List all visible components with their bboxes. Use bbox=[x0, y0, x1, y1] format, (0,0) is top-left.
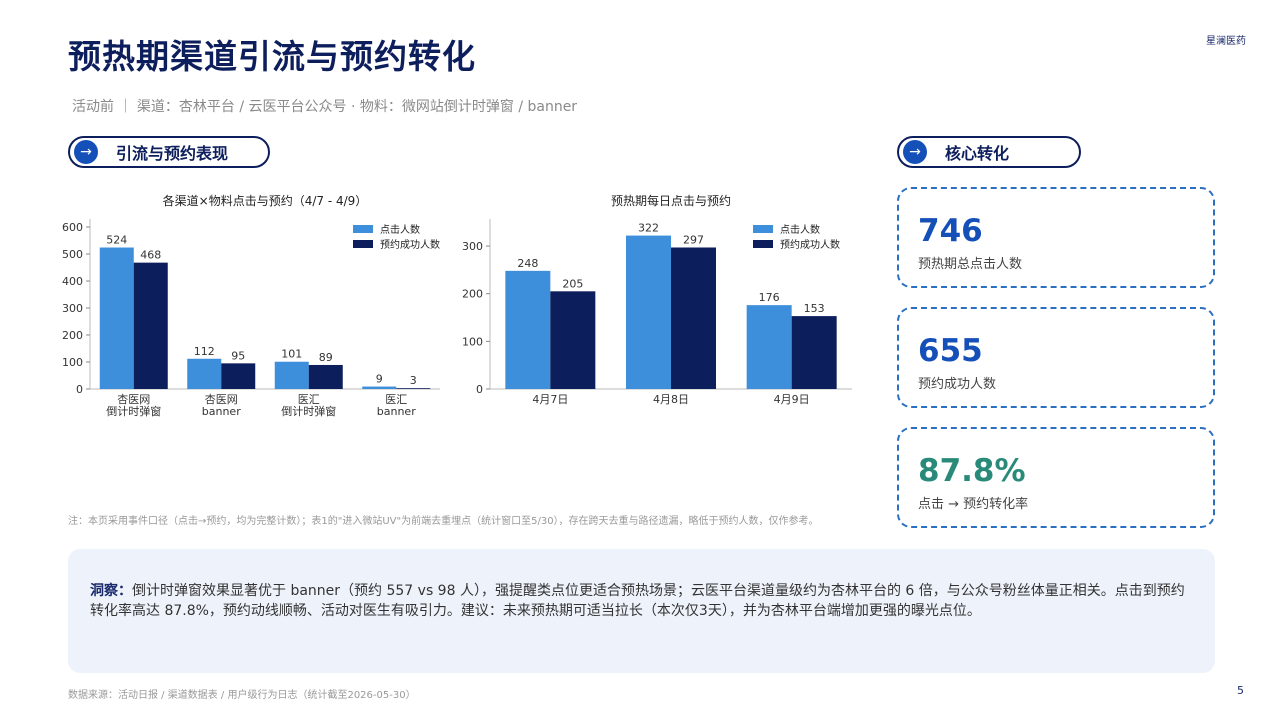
chart-daily: 预热期每日点击与预约 0 100 200 300 248 205 4月7日 322 297 4月8日… bbox=[462, 193, 852, 406]
arrow-right-icon: → bbox=[74, 140, 98, 164]
x-tick-label: 杏医网 bbox=[117, 393, 150, 406]
footnote: 注：本页采用事件口径（点击→预约，均为完整计数）；表1的"进入微站UV"为前端去… bbox=[68, 516, 819, 527]
bar-clicks bbox=[626, 235, 671, 389]
kpi-card-total-clicks: 746 预热期总点击人数 bbox=[897, 187, 1215, 288]
arrow-right-icon: → bbox=[903, 140, 927, 164]
x-tick-label: 4月7日 bbox=[532, 393, 568, 406]
y-tick-label: 100 bbox=[462, 335, 483, 348]
data-label: 101 bbox=[281, 348, 302, 361]
section-header-conversion: → 核心转化 bbox=[897, 136, 1081, 168]
data-label: 112 bbox=[194, 345, 215, 358]
y-tick-label: 200 bbox=[462, 288, 483, 301]
y-tick-label: 600 bbox=[62, 221, 83, 234]
y-tick-label: 0 bbox=[476, 383, 483, 396]
kpi-card-conversion-rate: 87.8% 点击 → 预约转化率 bbox=[897, 427, 1215, 528]
x-tick-label: 4月8日 bbox=[653, 393, 689, 406]
bar-bookings bbox=[221, 363, 256, 389]
x-tick-label: 4月9日 bbox=[774, 393, 810, 406]
bar-bookings bbox=[671, 247, 716, 389]
x-tick-label: banner bbox=[377, 405, 416, 418]
insight-box: 洞察：倒计时弹窗效果显著优于 banner（预约 557 vs 98 人），强提… bbox=[68, 549, 1215, 673]
bar-clicks bbox=[505, 270, 551, 389]
page-subtitle: 活动前 ｜ 渠道：杏林平台 / 云医平台公众号 · 物料：微网站倒计时弹窗 / … bbox=[72, 99, 578, 115]
chart-title: 预热期每日点击与预约 bbox=[611, 193, 731, 208]
insight-label: 洞察： bbox=[90, 583, 132, 599]
bar-clicks bbox=[99, 247, 134, 389]
x-tick-label: 杏医网 bbox=[205, 393, 238, 406]
legend-label: 预约成功人数 bbox=[380, 238, 440, 251]
y-tick-label: 100 bbox=[62, 356, 83, 369]
x-tick-label: banner bbox=[202, 405, 241, 418]
legend-label: 预约成功人数 bbox=[780, 238, 840, 251]
kpi-value: 87.8% bbox=[918, 453, 1026, 489]
section-label: 引流与预约表现 bbox=[116, 144, 229, 163]
legend-swatch bbox=[753, 240, 773, 248]
kpi-label: 预约成功人数 bbox=[918, 377, 997, 392]
data-label: 297 bbox=[683, 233, 704, 246]
data-label: 9 bbox=[376, 373, 383, 386]
data-label: 468 bbox=[140, 249, 161, 262]
kpi-label: 预热期总点击人数 bbox=[918, 257, 1023, 272]
legend-swatch bbox=[753, 225, 773, 233]
bar-clicks bbox=[187, 358, 222, 389]
x-tick-label: 倒计时弹窗 bbox=[106, 404, 161, 418]
chart-title: 各渠道×物料点击与预约（4/7 - 4/9） bbox=[163, 193, 368, 208]
bar-bookings bbox=[133, 262, 168, 389]
bar-clicks bbox=[274, 361, 309, 389]
y-tick-label: 200 bbox=[62, 329, 83, 342]
page-number: 5 bbox=[1237, 684, 1244, 697]
data-source: 数据来源：活动日报 / 渠道数据表 / 用户级行为日志（统计截至2026-05-… bbox=[68, 690, 416, 701]
legend-label: 点击人数 bbox=[780, 223, 820, 236]
legend-label: 点击人数 bbox=[380, 223, 420, 236]
insight-text: 倒计时弹窗效果显著优于 banner（预约 557 vs 98 人），强提醒类点… bbox=[90, 583, 1185, 619]
bar-clicks bbox=[362, 386, 397, 389]
x-tick-label: 医汇 bbox=[298, 393, 320, 406]
y-tick-label: 300 bbox=[62, 302, 83, 315]
bar-clicks bbox=[746, 305, 792, 389]
kpi-value: 655 bbox=[918, 333, 983, 369]
data-label: 95 bbox=[231, 349, 245, 362]
data-label: 205 bbox=[562, 277, 583, 290]
section-label: 核心转化 bbox=[945, 144, 1010, 163]
data-label: 524 bbox=[106, 234, 127, 247]
page-title: 预热期渠道引流与预约转化 bbox=[68, 37, 476, 76]
y-tick-label: 400 bbox=[62, 275, 83, 288]
x-tick-label: 倒计时弹窗 bbox=[281, 404, 336, 418]
y-tick-label: 0 bbox=[76, 383, 83, 396]
data-label: 176 bbox=[759, 291, 780, 304]
bar-bookings bbox=[396, 388, 431, 389]
data-label: 248 bbox=[517, 257, 538, 270]
data-label: 89 bbox=[319, 351, 333, 364]
y-tick-label: 300 bbox=[462, 240, 483, 253]
kpi-card-bookings: 655 预约成功人数 bbox=[897, 307, 1215, 408]
data-label: 322 bbox=[638, 222, 659, 235]
brand-label: 星澜医药 bbox=[1206, 36, 1246, 47]
chart-channel-material: 各渠道×物料点击与预约（4/7 - 4/9） 0 100 200 300 400 500 60… bbox=[62, 193, 440, 418]
legend-swatch bbox=[353, 240, 373, 248]
y-tick-label: 500 bbox=[62, 248, 83, 261]
bar-bookings bbox=[791, 316, 837, 389]
data-label: 3 bbox=[410, 374, 417, 387]
legend-swatch bbox=[353, 225, 373, 233]
bar-bookings bbox=[550, 291, 596, 389]
bar-bookings bbox=[308, 364, 343, 389]
section-header-traffic: → 引流与预约表现 bbox=[68, 136, 270, 168]
data-label: 153 bbox=[804, 302, 825, 315]
kpi-label: 点击 → 预约转化率 bbox=[918, 497, 1029, 512]
kpi-value: 746 bbox=[918, 213, 983, 249]
x-tick-label: 医汇 bbox=[385, 393, 407, 406]
